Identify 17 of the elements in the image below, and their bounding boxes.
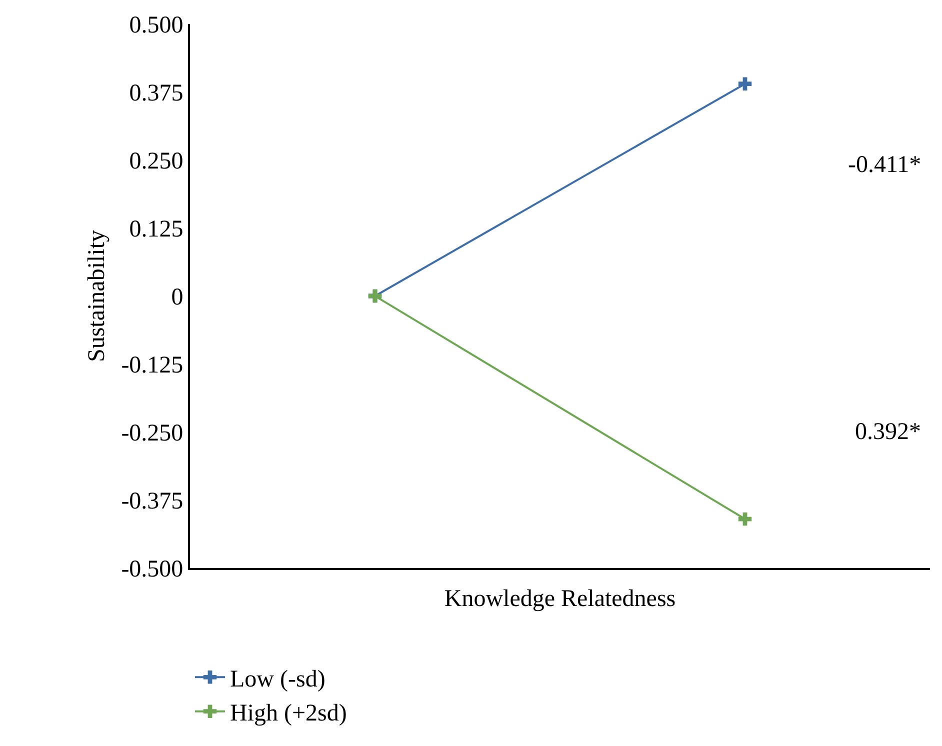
point bbox=[738, 77, 752, 90]
y-tick-label: 0.250 bbox=[129, 148, 184, 174]
point bbox=[738, 512, 752, 526]
legend-label: Low (-sd) bbox=[230, 666, 326, 692]
annotation: -0.411* bbox=[848, 152, 922, 178]
y-tick-label: -0.375 bbox=[121, 488, 184, 514]
y-tick-label: 0.375 bbox=[129, 80, 184, 106]
y-tick-label: -0.125 bbox=[121, 352, 184, 378]
y-tick-label: 0.500 bbox=[129, 12, 184, 38]
y-tick-label: -0.250 bbox=[121, 420, 184, 446]
y-tick-label: 0.125 bbox=[129, 216, 184, 242]
legend-label: High (+2sd) bbox=[230, 700, 347, 727]
y-axis-title: Sustainability bbox=[84, 230, 110, 362]
y-tick-label: -0.500 bbox=[121, 556, 184, 582]
x-axis-title: Knowledge Relatedness bbox=[444, 586, 676, 612]
y-tick-label: 0 bbox=[171, 284, 184, 310]
annotation: 0.392* bbox=[855, 419, 921, 445]
